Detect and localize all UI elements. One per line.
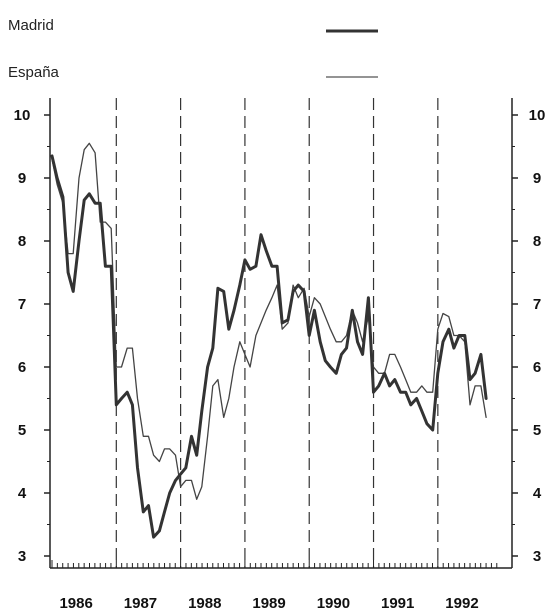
series	[50, 142, 488, 539]
year-gridlines	[115, 98, 439, 568]
legend-label-espana: España	[8, 64, 60, 81]
y-ticks-right: 3 4 5 6 7 8 9 10	[512, 107, 545, 565]
legend: Madrid España	[8, 17, 378, 81]
x-year-label: 1992	[445, 595, 478, 612]
series-line-madrid	[50, 154, 488, 539]
x-year-label: 1988	[188, 595, 221, 612]
series-line-espana	[51, 142, 487, 500]
y-tick-label-right: 6	[533, 359, 541, 376]
x-year-label: 1986	[59, 595, 92, 612]
y-ticks-left: 3 4 5 6 7 8 9 10	[14, 107, 50, 565]
y-tick-label-left: 3	[18, 548, 26, 565]
y-tick-label-right: 3	[533, 548, 541, 565]
x-year-label: 1990	[317, 595, 350, 612]
y-tick-label-right: 5	[533, 422, 541, 439]
x-year-label: 1991	[381, 595, 414, 612]
y-tick-label-left: 5	[18, 422, 26, 439]
y-tick-label-right: 9	[533, 170, 541, 187]
legend-label-madrid: Madrid	[8, 17, 54, 34]
y-tick-label-left: 9	[18, 170, 26, 187]
y-tick-label-left: 10	[14, 107, 31, 124]
y-tick-label-right: 10	[529, 107, 546, 124]
y-tick-label-left: 7	[18, 296, 26, 313]
y-tick-label-right: 8	[533, 233, 541, 250]
x-year-label: 1989	[252, 595, 285, 612]
y-tick-label-right: 4	[533, 485, 542, 502]
y-tick-label-left: 4	[18, 485, 27, 502]
y-tick-label-right: 7	[533, 296, 541, 313]
x-year-labels: 1986 1987 1988 1989 1990 1991 1992	[59, 595, 478, 612]
x-minor-ticks	[51, 560, 498, 568]
x-year-label: 1987	[124, 595, 157, 612]
y-tick-label-left: 8	[18, 233, 26, 250]
y-tick-label-left: 6	[18, 359, 26, 376]
